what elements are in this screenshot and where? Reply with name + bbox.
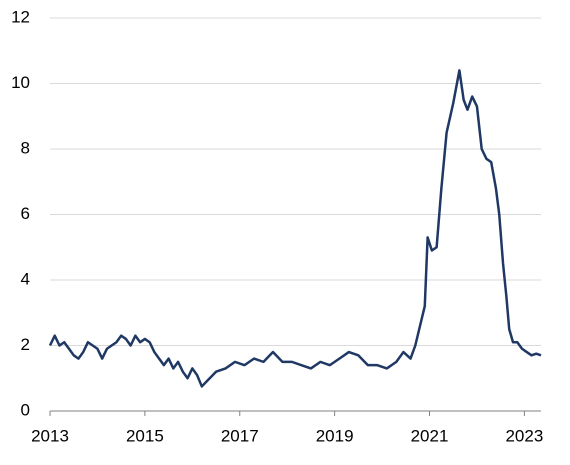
x-tick-label: 2015 xyxy=(126,426,164,445)
y-tick-label: 4 xyxy=(21,269,30,288)
y-tick-label: 6 xyxy=(21,204,30,223)
x-tick-label: 2017 xyxy=(221,426,259,445)
y-tick-label: 12 xyxy=(11,7,30,26)
y-tick-label: 10 xyxy=(11,73,30,92)
data-line xyxy=(48,69,542,388)
x-tick-label: 2019 xyxy=(316,426,354,445)
y-tick-label: 0 xyxy=(21,400,30,419)
y-tick-label: 8 xyxy=(21,138,30,157)
x-tick-label: 2023 xyxy=(505,426,543,445)
x-tick-label: 2021 xyxy=(411,426,449,445)
x-tick-label: 2013 xyxy=(31,426,69,445)
y-tick-label: 2 xyxy=(21,335,30,354)
